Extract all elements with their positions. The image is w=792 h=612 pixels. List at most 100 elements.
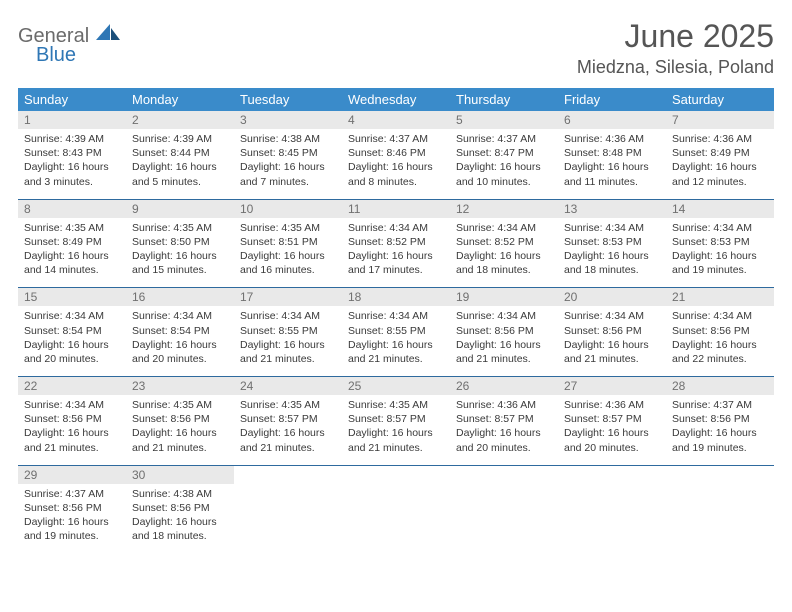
day-number-cell: 27 (558, 377, 666, 395)
sunrise-text: Sunrise: 4:34 AM (672, 221, 768, 235)
sunset-text: Sunset: 8:56 PM (24, 501, 120, 515)
day-detail-row: Sunrise: 4:37 AMSunset: 8:56 PMDaylight:… (18, 484, 774, 554)
day-number-cell: 7 (666, 111, 774, 129)
day-number: 20 (564, 290, 577, 304)
sunset-text: Sunset: 8:43 PM (24, 146, 120, 160)
sunrise-text: Sunrise: 4:35 AM (348, 398, 444, 412)
day-number: 22 (24, 379, 37, 393)
sunset-text: Sunset: 8:49 PM (24, 235, 120, 249)
day-number-cell: 14 (666, 200, 774, 218)
day-detail-cell: Sunrise: 4:34 AMSunset: 8:55 PMDaylight:… (234, 306, 342, 376)
day-number: 11 (348, 202, 360, 216)
day-detail-cell: Sunrise: 4:36 AMSunset: 8:57 PMDaylight:… (450, 395, 558, 465)
daylight-text: Daylight: 16 hours and 18 minutes. (456, 249, 552, 277)
sunset-text: Sunset: 8:46 PM (348, 146, 444, 160)
day-number: 28 (672, 379, 685, 393)
logo-sail-icon (96, 24, 122, 47)
title-block: June 2025 Miedzna, Silesia, Poland (577, 18, 774, 78)
day-number: 3 (240, 113, 247, 127)
day-detail-cell: Sunrise: 4:34 AMSunset: 8:52 PMDaylight:… (450, 218, 558, 288)
daylight-text: Daylight: 16 hours and 8 minutes. (348, 160, 444, 188)
location-text: Miedzna, Silesia, Poland (577, 57, 774, 78)
sunrise-text: Sunrise: 4:38 AM (132, 487, 228, 501)
dow-wednesday: Wednesday (342, 88, 450, 111)
day-detail-cell: Sunrise: 4:35 AMSunset: 8:57 PMDaylight:… (342, 395, 450, 465)
day-detail-cell: Sunrise: 4:34 AMSunset: 8:53 PMDaylight:… (666, 218, 774, 288)
daylight-text: Daylight: 16 hours and 17 minutes. (348, 249, 444, 277)
day-number-cell: 23 (126, 377, 234, 395)
daylight-text: Daylight: 16 hours and 21 minutes. (564, 338, 660, 366)
sunrise-text: Sunrise: 4:36 AM (672, 132, 768, 146)
day-detail-cell (450, 484, 558, 554)
sunrise-text: Sunrise: 4:35 AM (240, 221, 336, 235)
sunset-text: Sunset: 8:44 PM (132, 146, 228, 160)
month-title: June 2025 (577, 18, 774, 55)
day-detail-cell: Sunrise: 4:37 AMSunset: 8:56 PMDaylight:… (18, 484, 126, 554)
day-number-cell: 3 (234, 111, 342, 129)
day-number: 5 (456, 113, 463, 127)
calendar-table: Sunday Monday Tuesday Wednesday Thursday… (18, 88, 774, 553)
sunrise-text: Sunrise: 4:34 AM (24, 398, 120, 412)
sunrise-text: Sunrise: 4:37 AM (456, 132, 552, 146)
sunset-text: Sunset: 8:56 PM (132, 412, 228, 426)
day-number: 27 (564, 379, 577, 393)
day-detail-cell (558, 484, 666, 554)
day-detail-cell: Sunrise: 4:36 AMSunset: 8:48 PMDaylight:… (558, 129, 666, 199)
day-detail-cell: Sunrise: 4:38 AMSunset: 8:56 PMDaylight:… (126, 484, 234, 554)
day-number-cell: 28 (666, 377, 774, 395)
sunrise-text: Sunrise: 4:34 AM (24, 309, 120, 323)
brand-word-2: Blue (36, 45, 122, 65)
sunset-text: Sunset: 8:48 PM (564, 146, 660, 160)
day-number-cell: 16 (126, 288, 234, 306)
day-detail-cell: Sunrise: 4:34 AMSunset: 8:56 PMDaylight:… (450, 306, 558, 376)
sunrise-text: Sunrise: 4:36 AM (456, 398, 552, 412)
day-number: 21 (672, 290, 685, 304)
daylight-text: Daylight: 16 hours and 20 minutes. (24, 338, 120, 366)
sunrise-text: Sunrise: 4:34 AM (240, 309, 336, 323)
day-detail-cell: Sunrise: 4:38 AMSunset: 8:45 PMDaylight:… (234, 129, 342, 199)
sunset-text: Sunset: 8:54 PM (24, 324, 120, 338)
day-number: 1 (24, 113, 31, 127)
day-number-cell (558, 466, 666, 484)
calendar-page: General Blue June 2025 Miedzna, Silesia,… (0, 0, 792, 612)
daylight-text: Daylight: 16 hours and 18 minutes. (564, 249, 660, 277)
day-number-row: 22232425262728 (18, 377, 774, 395)
day-number: 18 (348, 290, 361, 304)
daylight-text: Daylight: 16 hours and 19 minutes. (672, 249, 768, 277)
sunset-text: Sunset: 8:50 PM (132, 235, 228, 249)
sunrise-text: Sunrise: 4:34 AM (456, 221, 552, 235)
day-number-cell: 9 (126, 200, 234, 218)
sunrise-text: Sunrise: 4:36 AM (564, 398, 660, 412)
sunset-text: Sunset: 8:55 PM (240, 324, 336, 338)
sunset-text: Sunset: 8:47 PM (456, 146, 552, 160)
sunset-text: Sunset: 8:57 PM (564, 412, 660, 426)
sunset-text: Sunset: 8:53 PM (672, 235, 768, 249)
dow-thursday: Thursday (450, 88, 558, 111)
daylight-text: Daylight: 16 hours and 21 minutes. (24, 426, 120, 454)
daylight-text: Daylight: 16 hours and 20 minutes. (132, 338, 228, 366)
sunset-text: Sunset: 8:56 PM (456, 324, 552, 338)
day-detail-cell: Sunrise: 4:39 AMSunset: 8:44 PMDaylight:… (126, 129, 234, 199)
daylight-text: Daylight: 16 hours and 16 minutes. (240, 249, 336, 277)
sunset-text: Sunset: 8:52 PM (348, 235, 444, 249)
day-of-week-row: Sunday Monday Tuesday Wednesday Thursday… (18, 88, 774, 111)
day-number-cell: 24 (234, 377, 342, 395)
day-number-cell (342, 466, 450, 484)
dow-sunday: Sunday (18, 88, 126, 111)
sunrise-text: Sunrise: 4:34 AM (672, 309, 768, 323)
daylight-text: Daylight: 16 hours and 5 minutes. (132, 160, 228, 188)
day-number-row: 2930 (18, 466, 774, 484)
daylight-text: Daylight: 16 hours and 20 minutes. (456, 426, 552, 454)
day-number-cell: 15 (18, 288, 126, 306)
day-number: 12 (456, 202, 469, 216)
sunrise-text: Sunrise: 4:34 AM (456, 309, 552, 323)
sunrise-text: Sunrise: 4:39 AM (24, 132, 120, 146)
day-number-cell: 13 (558, 200, 666, 218)
day-detail-row: Sunrise: 4:39 AMSunset: 8:43 PM Daylight:… (18, 129, 774, 199)
day-detail-cell: Sunrise: 4:36 AMSunset: 8:49 PMDaylight:… (666, 129, 774, 199)
sunrise-text: Sunrise: 4:37 AM (24, 487, 120, 501)
day-detail-cell: Sunrise: 4:34 AMSunset: 8:56 PMDaylight:… (18, 395, 126, 465)
dow-saturday: Saturday (666, 88, 774, 111)
daylight-text: Daylight: 16 hours and 14 minutes. (24, 249, 120, 277)
day-number: 4 (348, 113, 355, 127)
